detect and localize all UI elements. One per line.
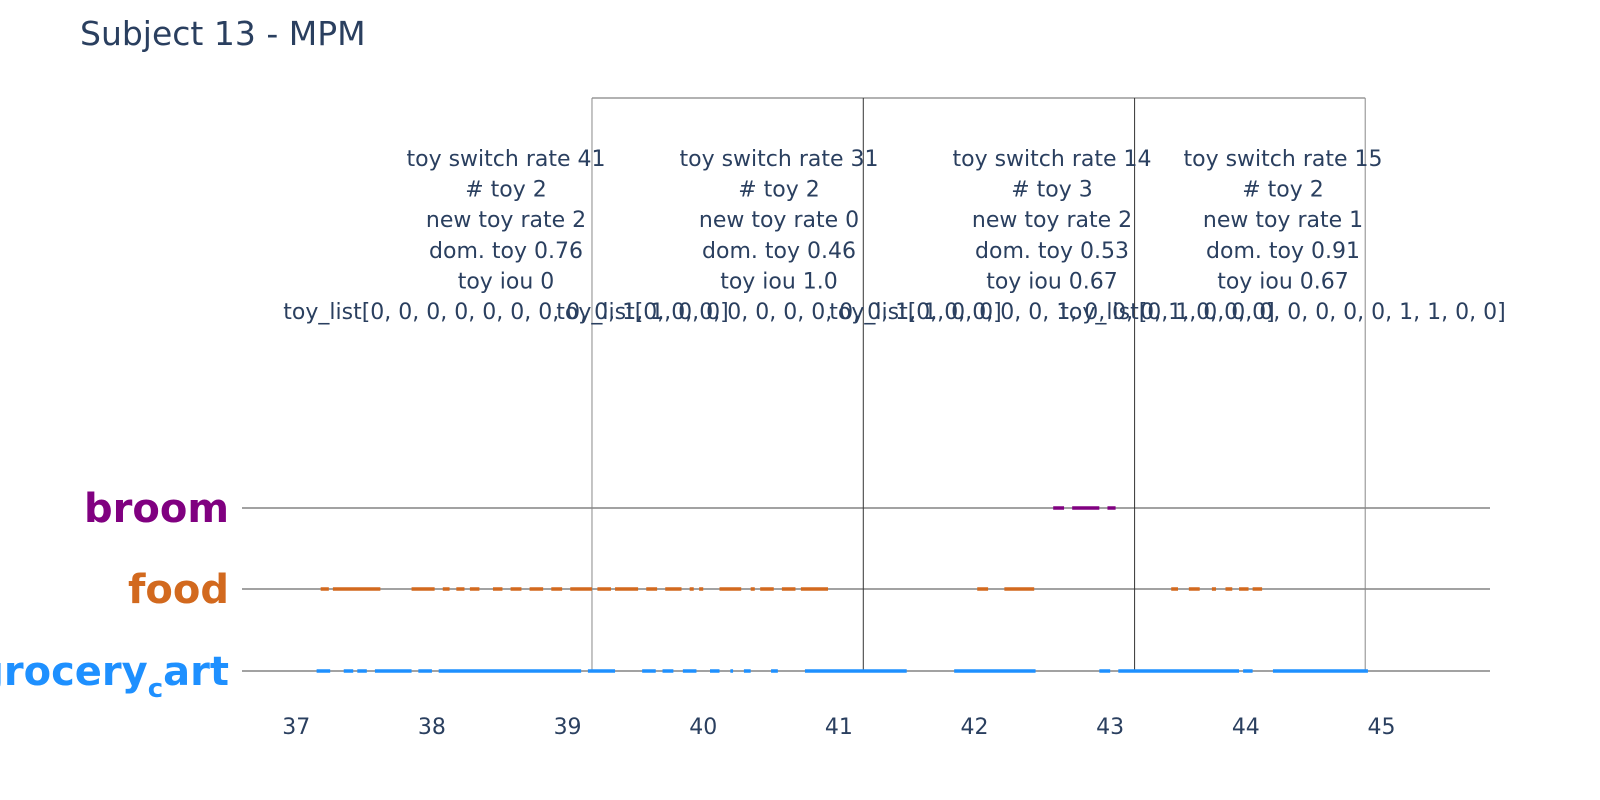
y-label-food: food — [128, 567, 229, 613]
x-tick-label: 39 — [554, 715, 582, 740]
y-label-subscript: c — [148, 674, 163, 704]
annotation-line: dom. toy 0.46 — [702, 239, 856, 264]
annotation-line: toy iou 0.67 — [1217, 269, 1349, 294]
annotation-2: toy switch rate 31 # toy 2 new toy rate 0 d… — [556, 147, 1001, 325]
activity-segments — [316, 506, 1368, 673]
x-tick-label: 42 — [961, 715, 989, 740]
annotation-line: toy switch rate 41 — [407, 147, 606, 172]
annotation-line: toy_list[0, 0, 0, 0, 0, 0, 0, 0, 0, 1, 1… — [283, 300, 728, 325]
annotation-1: toy switch rate 41 # toy 2 new toy rate 2 d… — [283, 147, 728, 325]
x-tick-label: 41 — [825, 715, 853, 740]
annotation-line: new toy rate 1 — [1203, 208, 1363, 233]
y-axis-labels: broom food grocerycart — [0, 486, 229, 704]
annotation-line: toy_list[0, 0, 0, 0, 0, 1, 0, 0, 0, 1, 0… — [829, 300, 1274, 325]
chart-title: Subject 13 - MPM — [80, 14, 366, 53]
annotation-line: toy_list[0, 1, 0, 0, 0, 0, 0, 0, 0, 1, 1… — [1060, 300, 1505, 325]
annotation-line: # toy 2 — [1242, 178, 1324, 203]
annotation-line: # toy 2 — [465, 178, 547, 203]
annotation-line: new toy rate 2 — [972, 208, 1132, 233]
annotation-line: # toy 3 — [1011, 178, 1093, 203]
segment-boxes — [591, 97, 1366, 672]
annotation-4: toy switch rate 15 # toy 2 new toy rate 1 d… — [1060, 147, 1505, 325]
annotation-line: # toy 2 — [738, 178, 820, 203]
annotation-line: dom. toy 0.91 — [1206, 239, 1360, 264]
annotation-line: toy iou 0.67 — [986, 269, 1118, 294]
y-label-rest: art — [163, 649, 229, 695]
y-label-main: broom — [84, 486, 229, 532]
x-tick-label: 43 — [1096, 715, 1124, 740]
annotation-line: toy switch rate 31 — [680, 147, 879, 172]
annotation-line: new toy rate 0 — [699, 208, 859, 233]
x-tick-label: 40 — [689, 715, 717, 740]
annotation-line: toy iou 1.0 — [720, 269, 838, 294]
segment-annotations: toy switch rate 41 # toy 2 new toy rate 2 d… — [283, 147, 1505, 325]
annotation-3: toy switch rate 14 # toy 3 new toy rate 2 d… — [829, 147, 1274, 325]
annotation-line: dom. toy 0.53 — [975, 239, 1129, 264]
x-tick-label: 38 — [418, 715, 446, 740]
y-label-broom: broom — [84, 486, 229, 532]
y-label-grocery_cart: grocerycart — [0, 649, 229, 704]
x-tick-label: 44 — [1232, 715, 1260, 740]
annotation-line: new toy rate 2 — [426, 208, 586, 233]
annotation-line: toy switch rate 15 — [1184, 147, 1383, 172]
x-tick-label: 45 — [1367, 715, 1395, 740]
annotation-line: toy switch rate 14 — [953, 147, 1152, 172]
y-label-main: grocery — [0, 649, 148, 695]
annotation-line: dom. toy 0.76 — [429, 239, 583, 264]
annotation-line: toy_list[0, 0, 0, 0, 0, 0, 0, 0, 0, 1, 1… — [556, 300, 1001, 325]
y-label-main: food — [128, 567, 229, 613]
annotation-line: toy iou 0 — [458, 269, 555, 294]
x-tick-label: 37 — [282, 715, 310, 740]
x-axis-ticks: 37 38 39 40 41 42 43 44 45 — [282, 715, 1395, 740]
